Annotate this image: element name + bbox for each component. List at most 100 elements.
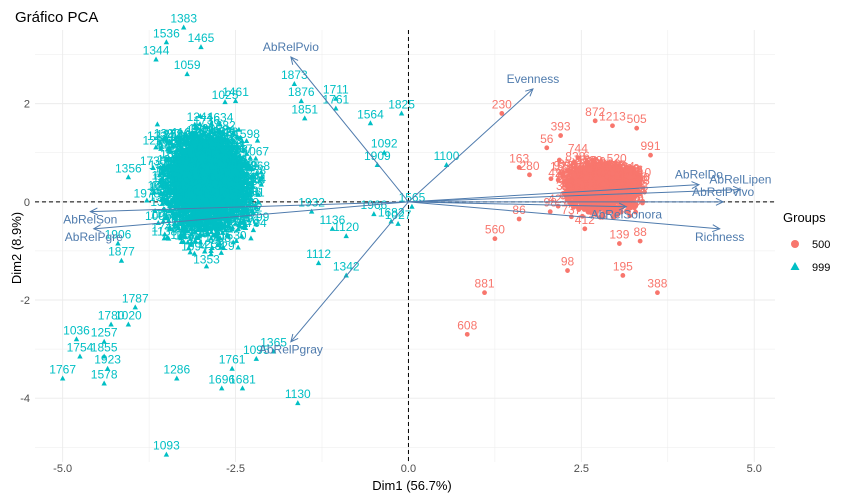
arrow-label-AbRelDo: AbRelDo <box>675 168 723 182</box>
cloud-point-label: 1096 <box>145 209 172 223</box>
labeled-points: 6082308815608638819598985616328039387212… <box>49 12 668 457</box>
point-label-500: 881 <box>475 277 495 291</box>
point-label-999: 1767 <box>49 363 76 377</box>
point-label-999: 1754 <box>67 340 94 354</box>
point-500 <box>565 268 570 273</box>
point-clouds: 7949315697366560905288981820879898469182… <box>134 88 652 269</box>
point-label-500: 744 <box>568 142 588 156</box>
point-500 <box>648 152 653 158</box>
cloud-point <box>627 201 633 207</box>
point-label-500: 388 <box>647 277 667 291</box>
point-label-999: 1020 <box>115 309 142 323</box>
point-label-999: 1909 <box>364 149 391 163</box>
point-500 <box>610 123 615 129</box>
point-label-999: 1761 <box>322 93 349 107</box>
cloud-point <box>548 176 554 182</box>
legend-label-500: 500 <box>812 239 830 251</box>
point-500 <box>634 125 640 131</box>
point-500 <box>482 290 487 296</box>
cloud-point-label: 155 <box>550 159 570 173</box>
x-tick-label: 5.0 <box>747 463 762 475</box>
point-label-500: 608 <box>457 318 477 332</box>
cloud-point <box>588 181 594 187</box>
point-label-999: 1932 <box>298 196 325 210</box>
point-label-999: 1465 <box>188 31 215 45</box>
point-label-500: 137 <box>602 176 622 190</box>
point-label-999: 1578 <box>91 367 118 381</box>
point-label-999: 1093 <box>153 439 180 453</box>
cloud-point <box>555 177 561 183</box>
point-500 <box>547 209 553 215</box>
point-label-500: 86 <box>512 203 526 217</box>
cloud-point <box>631 201 636 207</box>
point-label-999: 1877 <box>108 245 135 259</box>
x-tick-label: -2.5 <box>226 463 245 475</box>
point-label-999: 1136 <box>319 213 345 227</box>
x-tick-label: -5.0 <box>53 463 72 475</box>
point-500 <box>464 331 470 337</box>
legend: Groups 500 999 <box>783 210 830 274</box>
arrow-label-AbRelPvivo: AbRelPvivo <box>692 185 754 199</box>
cloud-point-label: 6 <box>583 149 590 163</box>
point-label-999: 1059 <box>174 58 201 72</box>
point-label-500: 56 <box>540 132 554 146</box>
point-label-999: 1356 <box>115 161 142 175</box>
arrow-label-AbRelSon: AbRelSon <box>63 213 117 227</box>
cloud-point-label: 1710 <box>237 170 264 184</box>
x-axis-title: Dim1 (56.7%) <box>372 478 451 493</box>
x-tick-label: 2.5 <box>574 463 589 475</box>
point-label-500: 505 <box>627 112 647 126</box>
cloud-point-label: 848 <box>580 156 600 170</box>
cloud-point <box>572 196 577 201</box>
cloud-point <box>614 163 620 169</box>
point-label-999: 1876 <box>288 85 315 99</box>
point-label-999: 1681 <box>229 372 256 386</box>
point-label-999: 1100 <box>434 149 460 163</box>
point-label-999: 1923 <box>94 353 121 367</box>
point-label-999: 1761 <box>219 353 246 367</box>
cloud-point <box>626 209 631 215</box>
point-label-999: 1787 <box>122 291 149 305</box>
point-label-999: 1682 <box>378 205 405 219</box>
cloud-point-label: 1 <box>577 153 584 167</box>
point-label-999: 1851 <box>291 102 318 116</box>
point-label-500: 991 <box>640 139 660 153</box>
point-label-999: 1536 <box>153 26 180 40</box>
y-tick-label: 2 <box>24 99 30 111</box>
point-500 <box>516 216 522 222</box>
point-label-500: 88 <box>633 225 647 239</box>
point-label-999: 1257 <box>91 326 118 340</box>
point-500 <box>655 290 660 296</box>
arrow-AbRelPvio <box>290 56 409 203</box>
point-500 <box>637 238 643 244</box>
cloud-point-label: 6 <box>592 155 599 169</box>
point-500 <box>620 273 626 278</box>
y-axis-title: Dim2 (8.9%) <box>9 212 24 284</box>
chart-title: Gráfico PCA <box>15 9 98 26</box>
point-label-999: 1344 <box>143 43 170 57</box>
point-500 <box>582 226 588 232</box>
point-label-500: 799 <box>620 161 640 175</box>
cloud-point <box>593 167 599 173</box>
arrow-label-AbRelPvio: AbRelPvio <box>263 40 319 54</box>
cloud-point-label: 1901 <box>180 188 207 202</box>
arrow-label-AbRelPgre: AbRelPgre <box>65 230 123 244</box>
arrow-label-Richness: Richness <box>695 230 744 244</box>
cloud-point <box>584 160 589 166</box>
legend-label-999: 999 <box>812 262 830 274</box>
point-500 <box>558 133 564 138</box>
cloud-point <box>571 173 577 178</box>
y-tick-label: -2 <box>20 295 30 307</box>
legend-marker-500 <box>791 240 799 248</box>
point-label-999: 1112 <box>306 247 331 261</box>
point-label-500: 230 <box>492 97 512 111</box>
point-label-500: 98 <box>544 196 558 210</box>
point-label-999: 1825 <box>388 97 415 111</box>
point-label-500: 393 <box>551 120 571 134</box>
reference-lines <box>35 30 775 462</box>
cloud-point-label: 108 <box>577 154 597 168</box>
point-label-500: 560 <box>485 223 505 237</box>
cloud-point-label: 1353 <box>193 252 220 266</box>
arrow-Evenness <box>408 88 534 203</box>
